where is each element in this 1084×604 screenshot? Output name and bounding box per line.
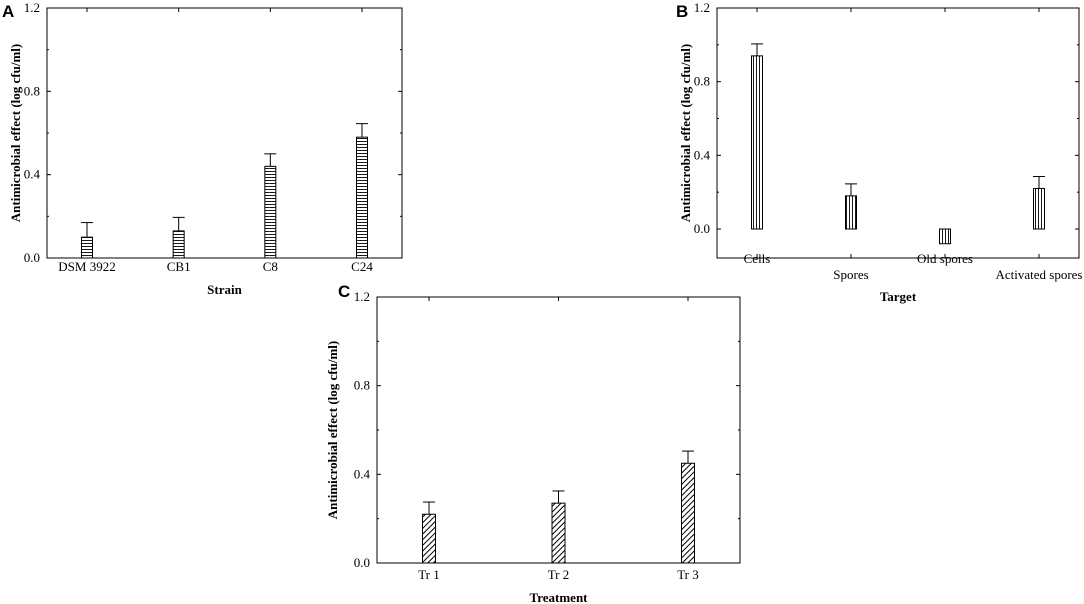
x-tick-label: C24 <box>351 259 373 274</box>
y-tick-label: 1.2 <box>354 289 370 304</box>
x-tick-label: Cells <box>744 251 771 266</box>
x-tick-label: Spores <box>833 267 868 282</box>
y-tick-label: 0.4 <box>354 466 371 481</box>
y-axis-title: Antimicrobial effect (log cfu/ml) <box>325 341 340 519</box>
bar <box>172 230 185 259</box>
panel-letter: C <box>338 282 350 301</box>
panel-letter: A <box>2 2 14 21</box>
panel-b: B 0.0 0.4 0.8 1.2 Antimicrobial effect (log c… <box>676 0 1083 304</box>
x-tick-label: DSM 3922 <box>58 259 115 274</box>
x-tick-label: Old spores <box>917 251 973 266</box>
y-tick-label: 0.0 <box>24 250 40 265</box>
bar <box>845 195 857 230</box>
bar <box>356 136 368 259</box>
y-tick-label: 0.0 <box>694 221 710 236</box>
bar <box>81 236 93 259</box>
x-tick-label: Activated spores <box>995 267 1082 282</box>
y-tick-label: 0.8 <box>694 74 710 89</box>
y-tick-label: 0.8 <box>24 83 40 98</box>
y-tick-label: 0.4 <box>694 147 711 162</box>
y-axis-title: Antimicrobial effect (log cfu/ml) <box>8 44 23 222</box>
panel-letter: B <box>676 2 688 21</box>
plot-frame <box>716 7 1080 259</box>
x-tick-label: Tr 2 <box>548 567 570 582</box>
bar <box>681 462 695 564</box>
x-axis-title: Treatment <box>530 590 589 604</box>
x-axis-title: Strain <box>207 282 242 297</box>
y-tick-label: 1.2 <box>24 0 40 15</box>
y-tick-label: 0.0 <box>354 555 370 570</box>
bar <box>422 513 436 564</box>
y-axis-title: Antimicrobial effect (log cfu/ml) <box>678 44 693 222</box>
y-tick-label: 0.8 <box>354 378 370 393</box>
y-tick-label: 0.4 <box>24 167 41 182</box>
plot-frame <box>46 7 403 259</box>
bar <box>751 55 763 230</box>
bar <box>1033 187 1045 230</box>
x-tick-label: Tr 1 <box>418 567 440 582</box>
y-tick-label: 1.2 <box>694 0 710 15</box>
x-tick-label: C8 <box>263 259 278 274</box>
x-tick-label: CB1 <box>167 259 191 274</box>
panel-c: C 0.0 0.4 0.8 1.2 Antimicrobial effect (log c… <box>325 282 741 604</box>
bar <box>551 502 566 564</box>
bar <box>264 165 277 259</box>
bar <box>939 228 951 245</box>
x-axis-title: Target <box>880 289 917 304</box>
panel-a: A 0.0 0.4 0.8 1.2 Antimicrobial effect (log c… <box>2 0 403 297</box>
x-tick-label: Tr 3 <box>677 567 699 582</box>
